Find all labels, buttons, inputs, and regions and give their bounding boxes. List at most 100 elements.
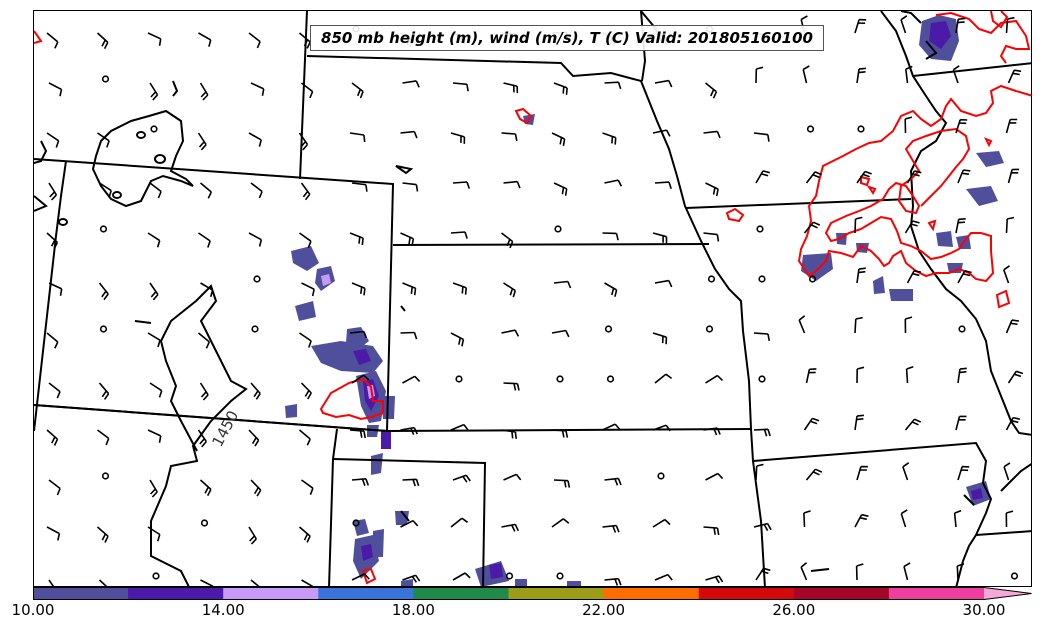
- shaded-precip-areas: [285, 15, 1004, 586]
- colorbar-outline: [33, 587, 1032, 600]
- wind-barb: [248, 32, 261, 49]
- wind-barb: [652, 518, 671, 528]
- wind-barb: [300, 182, 311, 201]
- wind-barb: [1003, 462, 1011, 481]
- wind-barb: [854, 216, 863, 234]
- colorbar-segment: [508, 587, 605, 600]
- wind-barb: [955, 17, 966, 34]
- wind-barb: [200, 579, 214, 586]
- wind-barb: [1005, 118, 1018, 134]
- wind-barb: [604, 282, 618, 297]
- wind-barb: [654, 79, 673, 88]
- wind-barb: [604, 179, 623, 187]
- wind-barb: [351, 573, 370, 581]
- wind-barb: [753, 132, 770, 142]
- wind-barb: [149, 479, 158, 498]
- wind-barb: [805, 171, 822, 184]
- wind-barb: [551, 329, 570, 338]
- wind-barb: [402, 478, 420, 487]
- colorbar-segment: [128, 587, 224, 600]
- wind-barb: [197, 429, 207, 448]
- wind-barb: [250, 182, 263, 199]
- wind-barb: [957, 270, 972, 284]
- wind-barb: [248, 132, 262, 147]
- calm-wind-marker: [251, 325, 259, 333]
- wind-barb: [604, 477, 622, 486]
- wind-barb: [452, 474, 471, 483]
- wind-barb: [402, 182, 419, 192]
- wind-barb: [1007, 69, 1022, 84]
- calm-wind-marker: [99, 225, 108, 233]
- wind-barb: [96, 32, 109, 50]
- wind-barb: [452, 82, 469, 92]
- temperature-contours: [319, 11, 1031, 585]
- colorbar-extend-arrow: [984, 587, 1032, 600]
- wind-barb: [803, 510, 811, 528]
- wind-barb: [900, 15, 908, 34]
- wind-barb: [248, 526, 257, 545]
- calm-wind-marker: [455, 375, 463, 383]
- wind-barb: [450, 332, 465, 347]
- wind-barb: [97, 132, 110, 148]
- wind-barb: [450, 231, 468, 239]
- wind-barb: [250, 479, 262, 497]
- calm-wind-marker: [808, 275, 817, 283]
- wind-barbs: [46, 15, 1024, 586]
- wind-barb: [299, 232, 312, 248]
- wind-barb: [904, 220, 920, 234]
- wind-barb: [349, 330, 368, 339]
- map-panel: 1450 850 mb height (m), wind (m/s), T (C…: [33, 10, 1032, 587]
- wind-barb: [755, 66, 764, 84]
- height-contours: [34, 30, 975, 586]
- wind-barb: [854, 513, 869, 528]
- calm-wind-marker: [99, 325, 108, 333]
- calm-wind-marker: [200, 519, 209, 527]
- wind-barb: [904, 418, 922, 431]
- wind-barb: [402, 282, 417, 296]
- wind-barb: [198, 232, 211, 248]
- wind-barb: [301, 282, 315, 297]
- colorbar-segment: [318, 587, 414, 600]
- wind-barb: [654, 279, 673, 288]
- colorbar-segment: [793, 587, 890, 600]
- calm-wind-marker: [150, 125, 158, 133]
- state-boundaries: [34, 11, 1031, 586]
- wind-barb: [704, 82, 718, 99]
- wind-barb: [46, 132, 60, 148]
- wind-barb: [1005, 16, 1015, 34]
- wind-barb: [654, 573, 673, 581]
- calm-wind-marker: [253, 275, 261, 283]
- wind-barb: [501, 132, 518, 142]
- wind-barb: [800, 562, 808, 581]
- wind-barb: [400, 232, 415, 246]
- wind-barb: [198, 32, 212, 47]
- colorbar-segment: [603, 587, 700, 600]
- calm-wind-marker: [758, 275, 766, 283]
- wind-barb: [197, 332, 211, 349]
- wind-barb: [248, 232, 263, 247]
- wind-barb: [501, 329, 520, 337]
- wind-barb: [298, 132, 309, 151]
- wind-barb: [755, 567, 771, 581]
- wind-barb: [349, 232, 364, 246]
- colorbar-segment: [33, 587, 129, 600]
- wind-barb: [199, 382, 209, 401]
- wind-barb: [301, 82, 314, 99]
- calm-wind-marker: [806, 125, 815, 133]
- wind-barb: [604, 577, 622, 586]
- calm-wind-marker: [657, 472, 665, 480]
- wind-barb: [1005, 216, 1015, 234]
- wind-barb: [501, 429, 517, 439]
- wind-barb: [905, 65, 913, 84]
- wind-barb: [652, 424, 671, 432]
- wind-barb: [955, 415, 967, 431]
- wind-barb: [149, 182, 162, 199]
- colorbar-segment: [223, 587, 319, 600]
- wind-barb: [553, 479, 571, 488]
- wind-barb: [149, 82, 159, 101]
- wind-barb: [803, 417, 820, 431]
- wind-barb: [46, 232, 59, 249]
- wind-barb: [1005, 319, 1020, 334]
- wind-barb: [803, 221, 821, 234]
- wind-barb: [957, 367, 967, 384]
